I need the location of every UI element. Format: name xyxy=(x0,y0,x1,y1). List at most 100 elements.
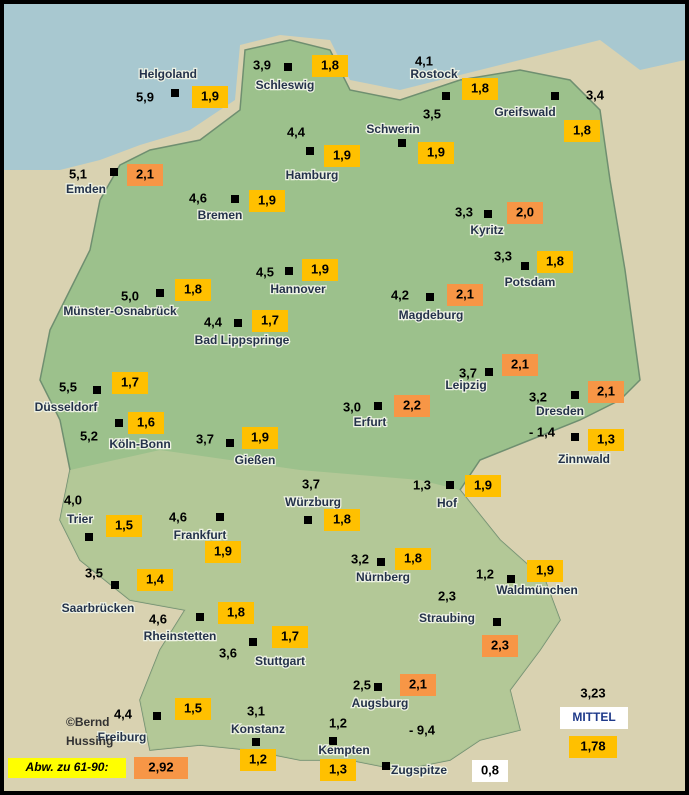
station-temp: 3,1 xyxy=(247,703,265,718)
station-deviation: 1,6 xyxy=(137,414,155,429)
station-marker xyxy=(306,147,314,155)
deviation-box xyxy=(588,381,624,403)
deviation-box xyxy=(249,190,285,212)
deviation-box xyxy=(537,251,573,273)
deviation-box xyxy=(320,759,356,781)
station-name: Schleswig xyxy=(256,78,315,92)
station-marker xyxy=(571,391,579,399)
station-marker xyxy=(110,168,118,176)
mean-label-box xyxy=(560,707,628,729)
station-temp: 3,3 xyxy=(494,248,512,263)
station-deviation: 2,0 xyxy=(516,204,534,219)
station-name: Hannover xyxy=(270,282,326,296)
station-name: Augsburg xyxy=(352,696,409,710)
station-temp: 4,6 xyxy=(189,190,207,205)
deviation-box xyxy=(447,284,483,306)
station-name: Düsseldorf xyxy=(35,400,99,414)
credit: Hussing xyxy=(66,734,113,748)
station-name: Hof xyxy=(437,496,458,510)
deviation-box xyxy=(218,602,254,624)
station-name: Greifswald xyxy=(494,105,555,119)
station-temp: 3,7 xyxy=(196,431,214,446)
station-name: Köln-Bonn xyxy=(109,437,170,451)
station-name: Magdeburg xyxy=(399,308,464,322)
station-marker xyxy=(426,293,434,301)
station-deviation: 1,5 xyxy=(115,517,133,532)
station-deviation: 1,9 xyxy=(333,147,351,162)
station-deviation: 2,1 xyxy=(136,166,154,181)
station-temp: - 1,4 xyxy=(529,424,556,439)
deviation-box xyxy=(395,548,431,570)
station-name: Erfurt xyxy=(354,415,387,429)
station-temp: 4,5 xyxy=(256,264,274,279)
station-marker xyxy=(216,513,224,521)
station-marker xyxy=(111,581,119,589)
station-marker xyxy=(115,419,123,427)
deviation-box xyxy=(462,78,498,100)
station-temp: 5,1 xyxy=(69,166,87,181)
station-marker xyxy=(285,267,293,275)
deviation-box xyxy=(394,395,430,417)
station-deviation: 1,2 xyxy=(249,751,267,766)
station-marker xyxy=(374,402,382,410)
deviation-box xyxy=(507,202,543,224)
station-name: Bad Lippspringe xyxy=(195,333,290,347)
station-deviation: 1,7 xyxy=(261,312,279,327)
station-marker xyxy=(446,481,454,489)
deviation-box xyxy=(472,760,508,782)
deviation-box xyxy=(312,55,348,77)
station-temp: 5,0 xyxy=(121,288,139,303)
station-marker xyxy=(234,319,242,327)
station-marker xyxy=(196,613,204,621)
deviation-box xyxy=(302,259,338,281)
station-temp: 3,2 xyxy=(529,389,547,404)
deviation-box xyxy=(112,372,148,394)
station-marker xyxy=(85,533,93,541)
station-deviation: 1,9 xyxy=(201,88,219,103)
deviation-box xyxy=(175,279,211,301)
credit: ©Bernd xyxy=(66,715,110,729)
station-temp: - 9,4 xyxy=(409,722,436,737)
station-deviation: 1,3 xyxy=(329,761,347,776)
station-deviation: 1,8 xyxy=(321,57,339,72)
station-temp: 4,4 xyxy=(204,314,223,329)
legend-box xyxy=(8,758,126,778)
station-marker xyxy=(521,262,529,270)
station-deviation: 1,4 xyxy=(146,571,165,586)
station-name: Waldmünchen xyxy=(496,583,578,597)
station-deviation: 2,3 xyxy=(491,637,509,652)
station-temp: 1,3 xyxy=(413,477,431,492)
station-deviation: 2,2 xyxy=(403,397,421,412)
station-name: Leipzig xyxy=(445,378,486,392)
legend-value-box xyxy=(134,757,188,779)
station-name: Stuttgart xyxy=(255,654,305,668)
station-marker xyxy=(551,92,559,100)
legend-label: Abw. zu 61-90: xyxy=(25,760,109,774)
station-deviation: 1,9 xyxy=(427,144,445,159)
station-name: Frankfurt xyxy=(174,528,227,542)
station-deviation: 1,3 xyxy=(597,431,615,446)
station-temp: 4,2 xyxy=(391,287,409,302)
station-temp: 3,9 xyxy=(253,57,271,72)
station-temp: 4,0 xyxy=(64,492,82,507)
station-deviation: 1,8 xyxy=(546,253,564,268)
station-name: Konstanz xyxy=(231,722,285,736)
station-name: Dresden xyxy=(536,404,584,418)
station-deviation: 1,8 xyxy=(227,604,245,619)
station-temp: 1,2 xyxy=(476,566,494,581)
station-name: Freiburg xyxy=(98,730,147,744)
station-name: Trier xyxy=(67,512,93,526)
station-marker xyxy=(156,289,164,297)
station-temp: 5,9 xyxy=(136,89,154,104)
deviation-box xyxy=(564,120,600,142)
station-deviation: 1,8 xyxy=(471,80,489,95)
deviation-box xyxy=(482,635,518,657)
deviation-box xyxy=(175,698,211,720)
station-temp: 3,4 xyxy=(586,87,605,102)
station-name: Münster-Osnabrück xyxy=(63,304,177,318)
station-marker xyxy=(374,683,382,691)
station-temp: 3,0 xyxy=(343,399,361,414)
station-name: Würzburg xyxy=(285,495,341,509)
station-marker xyxy=(493,618,501,626)
